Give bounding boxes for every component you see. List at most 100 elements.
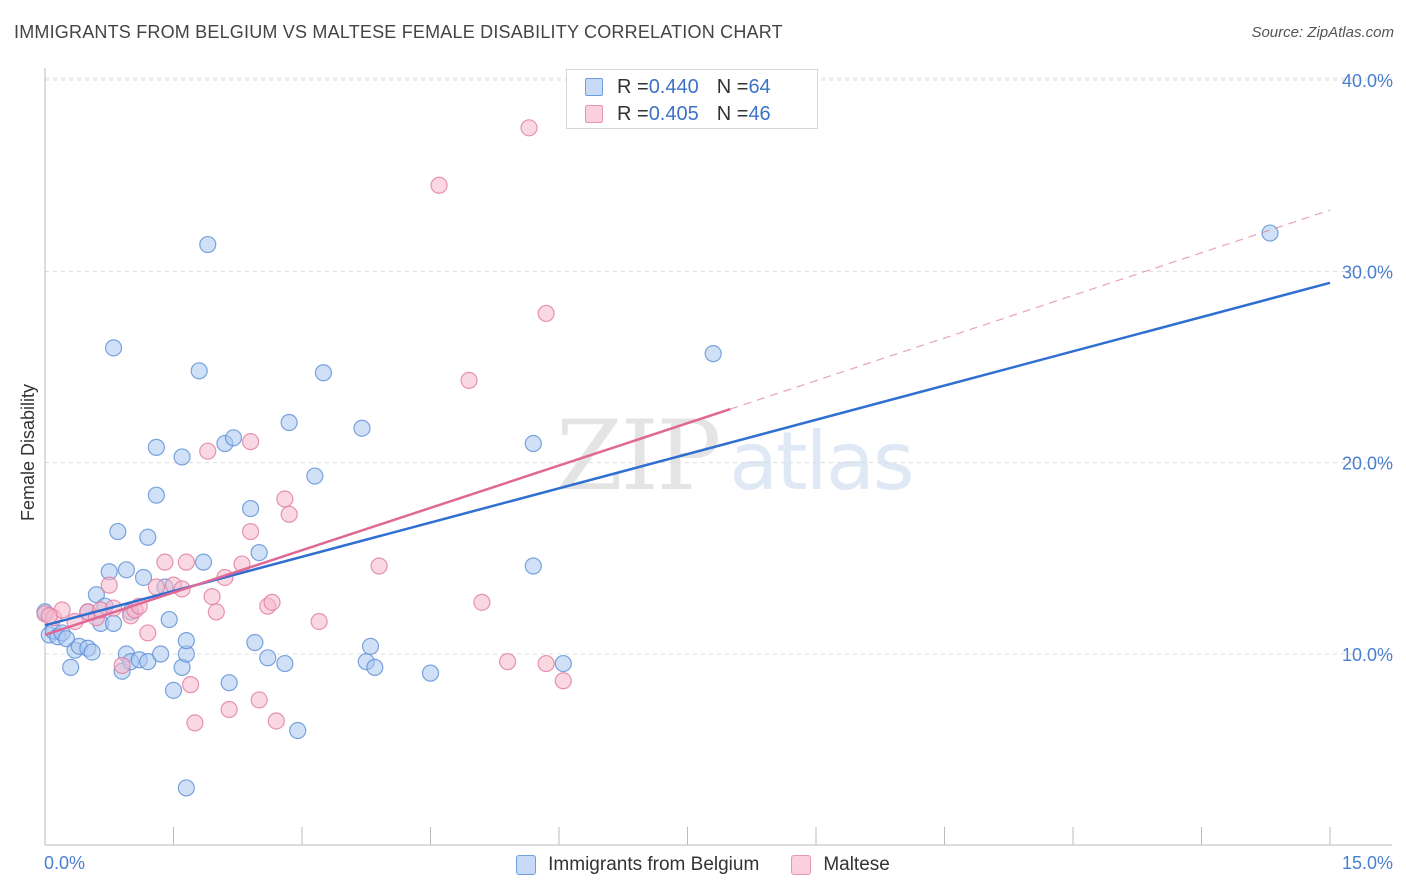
y-tick-label: 20.0% <box>1342 454 1393 474</box>
data-point <box>100 576 118 594</box>
legend-r-value: 0.440 <box>648 75 699 98</box>
data-point <box>537 654 555 673</box>
data-point <box>139 653 157 671</box>
data-point <box>1261 224 1279 242</box>
axes <box>44 68 1392 846</box>
data-point <box>524 557 542 575</box>
legend-swatch-belgium <box>585 78 603 96</box>
data-point <box>186 714 204 732</box>
data-point <box>199 235 217 254</box>
data-point <box>134 568 153 587</box>
data-point <box>704 345 722 363</box>
data-point <box>366 658 384 676</box>
data-point <box>242 433 260 451</box>
data-points <box>36 119 1279 797</box>
data-point <box>430 176 448 194</box>
data-point <box>310 612 328 631</box>
x-tick-label: 15.0% <box>1342 853 1393 873</box>
trend-lines <box>44 209 1331 637</box>
data-point <box>152 645 170 663</box>
data-point <box>353 419 371 437</box>
data-point <box>250 543 268 562</box>
chart-title: IMMIGRANTS FROM BELGIUM VS MALTESE FEMAL… <box>14 22 783 42</box>
data-point <box>156 553 174 571</box>
data-point <box>499 653 517 671</box>
legend-row-maltese: R = 0.405 N = 46 <box>585 102 771 126</box>
data-point <box>182 676 200 694</box>
data-point <box>524 434 542 453</box>
data-point <box>139 624 157 642</box>
legend-label-maltese: Maltese <box>823 854 890 875</box>
data-point <box>421 664 440 682</box>
data-point <box>62 658 80 676</box>
legend-n-value: 46 <box>748 102 771 125</box>
data-point <box>177 779 195 797</box>
data-point <box>242 522 260 541</box>
watermark-zip: ZIP <box>556 400 721 512</box>
data-point <box>314 364 333 382</box>
legend-n-value: 64 <box>748 75 771 98</box>
data-point <box>280 413 298 432</box>
legend-item-maltese: Maltese <box>791 854 890 876</box>
data-point <box>361 637 380 655</box>
data-point <box>554 654 572 673</box>
source-label: Source: ZipAtlas.com <box>1251 24 1394 41</box>
y-tick-label: 10.0% <box>1342 645 1393 665</box>
data-point <box>289 721 307 740</box>
data-point <box>250 691 268 709</box>
watermark: ZIP atlas <box>556 400 915 512</box>
data-point <box>147 578 165 596</box>
legend-n-label: N = <box>716 102 749 125</box>
data-point <box>40 607 58 625</box>
data-point <box>207 603 225 621</box>
data-point <box>267 712 285 730</box>
data-point <box>520 119 538 137</box>
trend-line <box>44 281 1331 627</box>
trend-line-extended <box>730 209 1331 410</box>
trend-line <box>44 407 731 637</box>
axis-labels: 10.0% 20.0% 30.0% 40.0% 0.0% 15.0% Female Disa… <box>18 71 1393 873</box>
legend-r-label: R = <box>617 75 649 98</box>
legend-r-label: R = <box>617 102 649 125</box>
data-point <box>109 522 127 541</box>
legend-r-value: 0.405 <box>648 102 699 125</box>
data-point <box>460 371 478 389</box>
data-point <box>190 362 208 380</box>
y-tick-label: 30.0% <box>1342 262 1393 282</box>
data-point <box>160 610 178 629</box>
data-point <box>104 339 123 357</box>
legend-label-belgium: Immigrants from Belgium <box>548 854 760 875</box>
data-point <box>199 442 217 460</box>
data-point <box>104 614 123 632</box>
data-point <box>177 553 195 571</box>
data-point <box>276 654 294 673</box>
data-point <box>177 632 195 650</box>
data-point <box>242 499 260 518</box>
legend-swatch-maltese <box>791 855 812 875</box>
data-point <box>224 429 243 447</box>
legend-swatch-maltese <box>585 105 603 123</box>
data-point <box>194 553 213 571</box>
data-point <box>203 587 221 606</box>
data-point <box>473 593 491 611</box>
series-legend: Immigrants from Belgium Maltese <box>0 852 1406 878</box>
data-point <box>117 561 135 579</box>
legend-item-belgium: Immigrants from Belgium <box>516 854 759 876</box>
data-point <box>147 486 165 504</box>
data-point <box>113 656 131 675</box>
data-point <box>259 649 277 667</box>
data-point <box>554 672 572 690</box>
data-point <box>276 490 294 508</box>
data-point <box>370 557 388 575</box>
data-point <box>263 593 281 611</box>
legend-swatch-belgium <box>516 855 537 875</box>
watermark-atlas: atlas <box>729 415 914 508</box>
data-point <box>83 643 101 661</box>
legend-row-belgium: R = 0.440 N = 64 <box>585 75 771 99</box>
data-point <box>139 528 157 546</box>
y-axis-label: Female Disability <box>18 384 38 521</box>
data-point <box>220 674 238 692</box>
data-point <box>164 681 183 699</box>
data-point <box>280 505 298 523</box>
